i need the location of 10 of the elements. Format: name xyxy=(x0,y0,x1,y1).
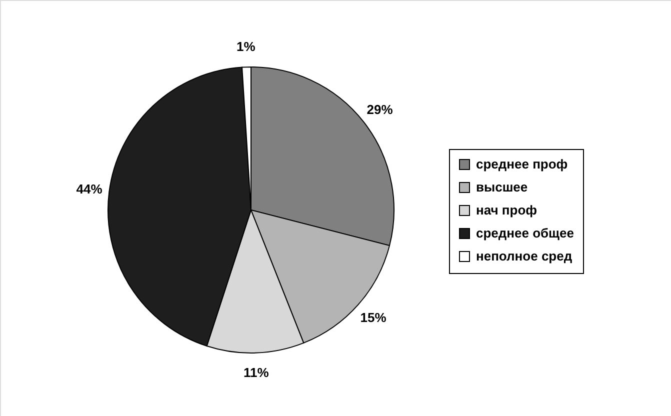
legend-label: высшее xyxy=(476,180,528,194)
data-label: 1% xyxy=(236,39,256,54)
data-label: 11% xyxy=(243,364,270,380)
data-label: 15% xyxy=(360,310,387,325)
data-label: 44% xyxy=(76,182,103,197)
legend-label: среднее общее xyxy=(476,226,574,240)
legend-label: неполное сред xyxy=(476,248,573,264)
legend-label: среднее проф xyxy=(476,156,568,172)
data-label: 29% xyxy=(366,102,394,118)
legend-label: нач проф xyxy=(476,202,538,218)
